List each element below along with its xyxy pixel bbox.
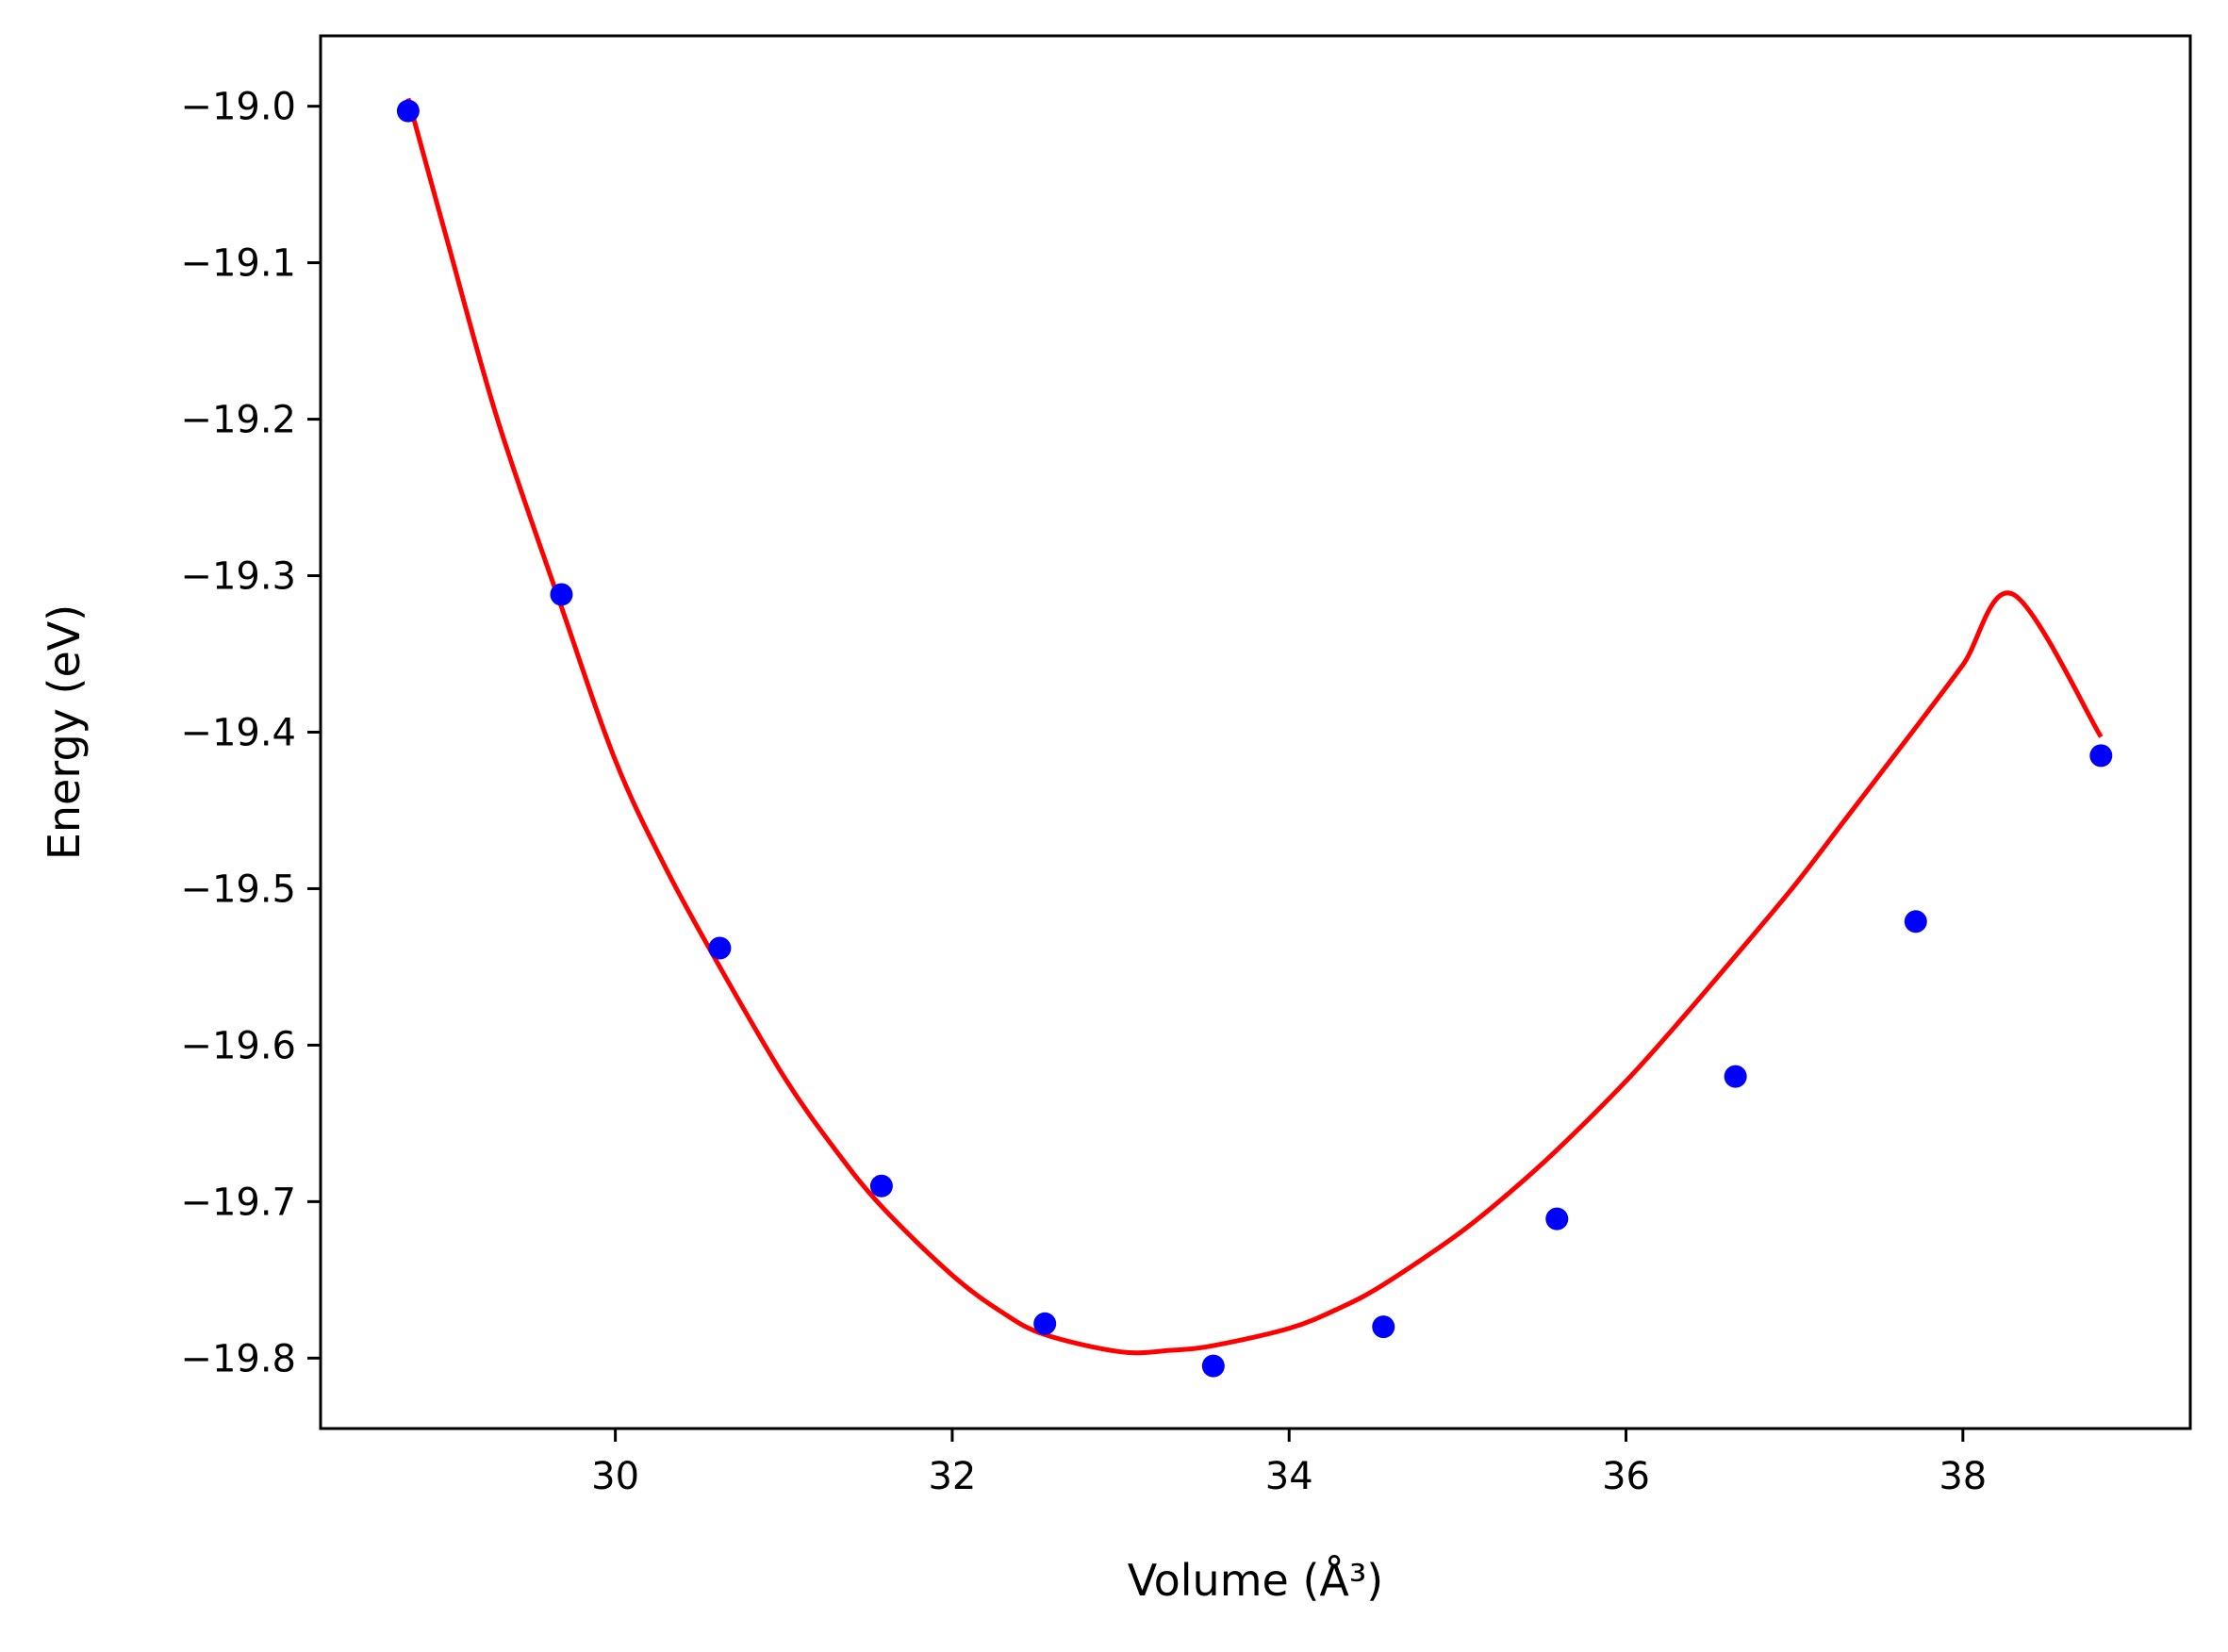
data-point — [869, 1174, 893, 1198]
y-tick-label: −19.3 — [180, 555, 296, 599]
data-point — [1033, 1312, 1057, 1335]
x-tick-label: 36 — [1602, 1455, 1650, 1498]
x-tick-label: 32 — [928, 1455, 976, 1498]
x-axis-ticks: 30 32 34 36 38 — [591, 1429, 1987, 1498]
data-point — [1372, 1315, 1395, 1339]
data-point — [1724, 1065, 1747, 1088]
data-point — [1545, 1207, 1569, 1231]
data-point — [1904, 910, 1927, 933]
x-tick-label: 34 — [1265, 1455, 1313, 1498]
data-point — [1201, 1354, 1225, 1378]
y-tick-label: −19.1 — [180, 242, 296, 286]
y-tick-label: −19.0 — [180, 86, 296, 129]
y-tick-label: −19.4 — [180, 712, 296, 755]
y-tick-label: −19.8 — [180, 1337, 296, 1380]
x-tick-label: 38 — [1939, 1455, 1987, 1498]
data-point — [396, 99, 420, 123]
data-point — [550, 583, 573, 606]
data-point — [2089, 744, 2113, 768]
x-tick-label: 30 — [591, 1455, 639, 1498]
y-axis-ticks: −19.0 −19.1 −19.2 −19.3 −19.4 −19.5 −19.6 −19.7… — [180, 86, 321, 1380]
x-axis-label: Volume (Å³) — [1128, 1555, 1384, 1606]
y-axis-label: Energy (eV) — [39, 604, 90, 860]
fit-curve-layer — [405, 97, 2104, 1356]
data-point — [708, 936, 732, 960]
y-tick-label: −19.5 — [180, 867, 296, 911]
data-points-layer — [396, 99, 2113, 1378]
y-tick-label: −19.6 — [180, 1024, 296, 1067]
fit-curve-line — [405, 97, 2104, 1356]
y-tick-label: −19.7 — [180, 1181, 296, 1224]
y-tick-label: −19.2 — [180, 399, 296, 442]
